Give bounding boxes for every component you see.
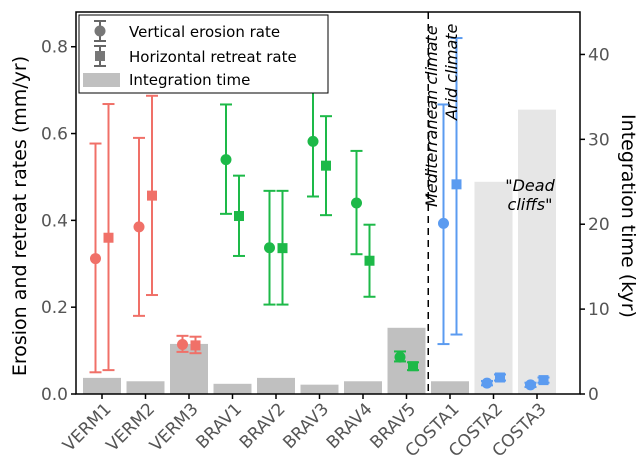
highlight-bar-costa2: [474, 181, 513, 394]
point-vertical-costa2: [481, 377, 493, 389]
y-tick-label: 0.8: [41, 38, 68, 58]
integration-bar-verm3: [170, 343, 208, 394]
divider-label-left: Mediterranean climate: [422, 25, 441, 207]
point-vertical-brav2: [264, 242, 275, 254]
point-horizontal-brav5: [408, 361, 418, 372]
legend-label-integration: Integration time: [129, 71, 250, 89]
y2-tick-label: 30: [588, 130, 610, 150]
y2-tick-label: 40: [588, 45, 610, 65]
point-vertical-brav3: [307, 135, 319, 147]
integration-bar-brav1: [213, 383, 252, 394]
point-vertical-brav5: [394, 351, 406, 363]
x-tick-label-brav1: BRAV1: [192, 399, 246, 453]
integration-bar-verm1: [83, 377, 121, 394]
integration-time-bars: [83, 327, 469, 394]
integration-bar-brav4: [344, 381, 382, 394]
x-tick-label-brav2: BRAV2: [236, 399, 290, 453]
legend-label-horizontal: Horizontal retreat rate: [129, 48, 297, 66]
y2-tick-label: 10: [588, 300, 610, 320]
point-horizontal-costa3: [538, 375, 549, 386]
x-tick-label-brav4: BRAV4: [323, 399, 377, 453]
divider-label-right: Arid climate: [442, 23, 461, 121]
y2-tick-label: 20: [588, 215, 610, 235]
y-tick-label: 0.2: [41, 298, 68, 318]
y2-tick-label: 0: [588, 385, 599, 405]
integration-bar-verm2: [126, 381, 165, 394]
y-tick-label: 0.4: [41, 211, 68, 231]
point-vertical-costa1: [438, 217, 449, 229]
x-tick-label-verm3: VERM3: [146, 399, 202, 455]
point-vertical-brav1: [220, 154, 232, 166]
y2-axis-title: Integration time (kyr): [617, 114, 639, 318]
integration-bar-brav5: [387, 327, 426, 394]
point-horizontal-verm3: [190, 340, 201, 351]
integration-bar-costa1: [431, 381, 469, 394]
point-vertical-verm2: [133, 221, 145, 233]
integration-bar-brav2: [257, 377, 295, 394]
plot-frame: [75, 11, 581, 395]
point-horizontal-brav4: [364, 255, 375, 266]
background-layer: [474, 109, 556, 394]
point-horizontal-costa1: [451, 179, 462, 190]
legend-label-vertical: Vertical erosion rate: [129, 23, 280, 41]
point-horizontal-verm1: [103, 232, 114, 243]
point-vertical-verm1: [90, 253, 101, 265]
legend-bar-swatch: [83, 73, 120, 87]
dead-cliffs-line1: "Dead: [505, 176, 555, 195]
legend-circle-marker: [94, 25, 106, 37]
y-axis-title: Erosion and retreat rates (mm/yr): [9, 56, 31, 376]
integration-bar-brav3: [300, 384, 339, 394]
legend-square-marker: [95, 51, 105, 61]
legend-box: [78, 14, 329, 94]
highlight-bar-costa3: [518, 109, 556, 394]
point-vertical-verm3: [177, 339, 188, 351]
point-horizontal-costa2: [495, 372, 505, 383]
x-tick-label-brav3: BRAV3: [279, 399, 333, 453]
point-vertical-costa3: [525, 379, 536, 391]
point-horizontal-brav2: [277, 243, 288, 254]
point-vertical-brav4: [351, 197, 362, 209]
data-points: [90, 135, 549, 391]
legend: Vertical erosion rate Horizontal retreat…: [78, 14, 329, 94]
y-tick-label: 0.6: [41, 125, 68, 145]
y-tick-label: 0.0: [41, 385, 68, 405]
point-horizontal-brav3: [321, 160, 331, 171]
point-horizontal-verm2: [147, 190, 157, 201]
dead-cliffs-line2: cliffs": [508, 195, 553, 214]
point-horizontal-brav1: [234, 211, 244, 222]
